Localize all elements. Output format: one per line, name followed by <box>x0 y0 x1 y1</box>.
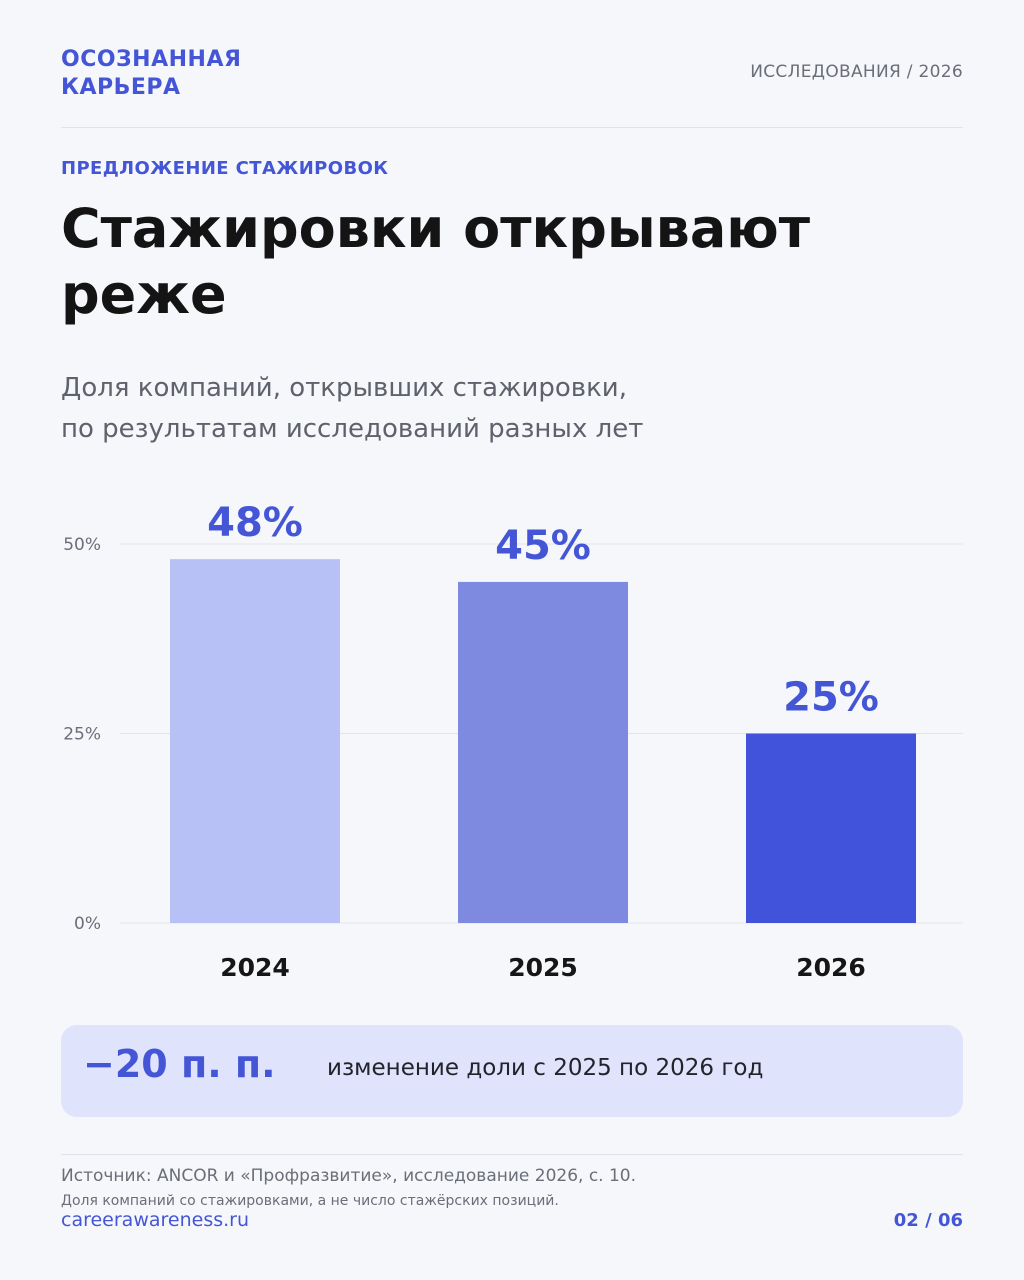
header-divider <box>61 127 963 128</box>
category-label: 2026 <box>796 953 866 982</box>
category-label: 2025 <box>508 953 578 982</box>
subtitle-line-1: Доля компаний, открывших стажировки, <box>61 373 627 403</box>
y-tick-label: 50% <box>63 535 101 555</box>
value-label: 25% <box>783 675 879 721</box>
brand-logo: ОСОЗНАННАЯ КАРЬЕРА <box>61 46 241 102</box>
brand-line-2: КАРЬЕРА <box>61 75 181 100</box>
chart-subtitle: Доля компаний, открывших стажировки, по … <box>61 368 941 450</box>
section-tag: ИССЛЕДОВАНИЯ / 2026 <box>750 62 963 82</box>
value-label: 48% <box>207 500 303 546</box>
site-link[interactable]: careerawareness.ru <box>61 1209 250 1231</box>
bar-2026 <box>746 733 916 923</box>
source-note: Источник: ANCOR и «Профразвитие», исслед… <box>61 1166 637 1186</box>
callout-value: −20 п. п. <box>83 1042 276 1086</box>
callout-text: изменение доли с 2025 по 2026 год <box>327 1055 764 1081</box>
bar-chart: 0% 25% 50% 48% 2024 45% 2025 25% 2026 <box>63 500 963 982</box>
page-title: Стажировки открывают реже <box>61 197 811 326</box>
footer-divider <box>61 1154 963 1155</box>
brand-line-1: ОСОЗНАННАЯ <box>61 47 242 72</box>
y-tick-label: 0% <box>74 914 101 934</box>
change-callout: −20 п. п. изменение доли с 2025 по 2026 … <box>61 1025 963 1117</box>
bar-2025 <box>458 581 628 923</box>
page-counter: 02 / 06 <box>893 1210 963 1231</box>
bar-2024 <box>170 559 340 923</box>
y-tick-label: 25% <box>63 725 101 745</box>
eyebrow-label: ПРЕДЛОЖЕНИЕ СТАЖИРОВОК <box>61 158 389 179</box>
value-label: 45% <box>495 523 591 569</box>
subtitle-line-2: по результатам исследований разных лет <box>61 414 644 444</box>
method-note: Доля компаний со стажировками, а не числ… <box>61 1193 559 1209</box>
category-label: 2024 <box>220 953 290 982</box>
